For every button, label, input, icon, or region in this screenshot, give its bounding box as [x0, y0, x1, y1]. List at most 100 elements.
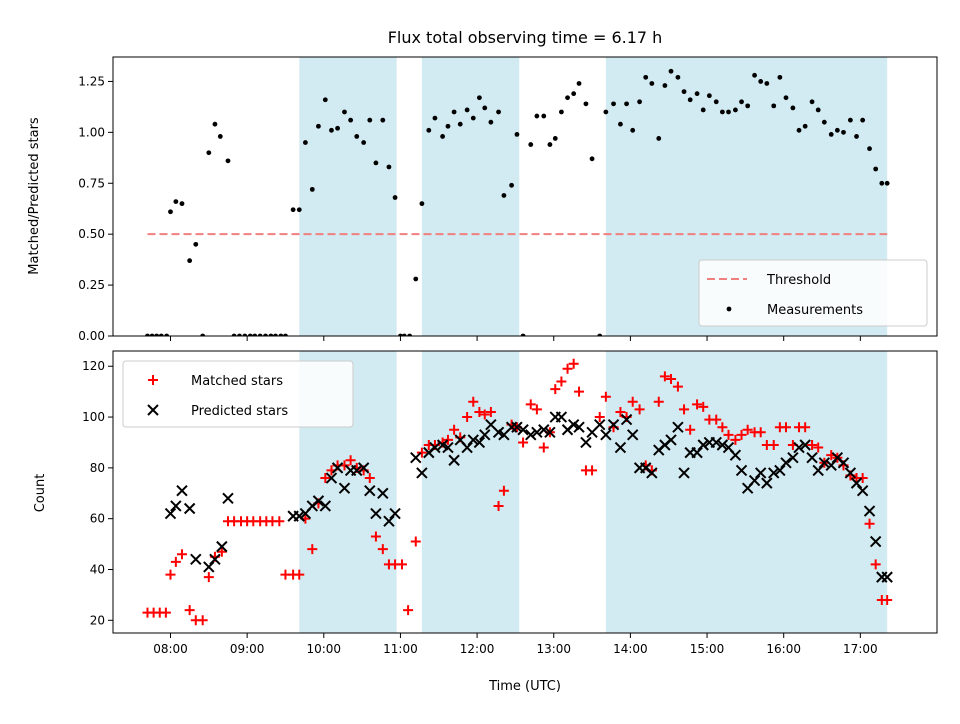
measurement-point — [413, 276, 419, 282]
legend-matched-swatch — [148, 375, 158, 385]
matched-star-mark — [485, 406, 496, 417]
predicted-star-mark — [164, 507, 177, 520]
measurement-point — [329, 127, 334, 133]
predicted-star-mark — [364, 485, 376, 497]
predicted-star-mark — [697, 439, 709, 451]
matched-star-mark — [498, 485, 509, 496]
measurement-point — [509, 182, 514, 188]
measurement-point — [745, 103, 751, 109]
predicted-star-mark — [672, 421, 684, 433]
measurement-point — [316, 123, 321, 129]
bottom-shaded-interval — [605, 351, 888, 633]
measurement-point — [200, 333, 206, 336]
matched-star-mark — [807, 440, 818, 450]
measurement-point — [457, 121, 463, 127]
top-y-tick-label: 0.50 — [78, 227, 105, 241]
predicted-star-mark — [377, 487, 389, 499]
measurement-point — [611, 101, 616, 107]
matched-star-mark — [370, 531, 381, 542]
measurement-point — [464, 107, 470, 113]
measurement-point — [541, 113, 547, 119]
matched-star-mark — [493, 500, 504, 511]
predicted-star-mark — [203, 561, 215, 573]
measurement-point — [432, 115, 438, 121]
matched-star-mark — [800, 422, 811, 433]
measurement-point — [597, 333, 603, 336]
matched-star-mark — [692, 399, 703, 410]
measurement-point — [681, 89, 687, 95]
matched-star-mark — [768, 440, 779, 450]
measurement-point — [398, 333, 403, 336]
predicted-star-mark — [473, 436, 486, 449]
matched-star-mark — [666, 373, 677, 384]
predicted-star-mark — [768, 467, 780, 479]
predicted-star-mark — [461, 441, 473, 454]
predicted-star-mark — [716, 439, 729, 451]
measurement-point — [618, 121, 623, 127]
matched-star-mark — [672, 381, 683, 392]
x-axis-label: Time (UTC) — [488, 679, 561, 694]
bottom-legend-box — [122, 360, 354, 428]
measurement-point — [603, 109, 609, 115]
measurement-point — [834, 127, 840, 133]
matched-star-mark — [160, 607, 171, 618]
predicted-star-mark — [338, 482, 351, 494]
measurement-point — [777, 74, 783, 80]
matched-star-mark — [742, 424, 753, 435]
measurement-point — [514, 131, 520, 137]
measurement-point — [589, 156, 595, 162]
matched-star-mark — [410, 536, 421, 547]
predicted-star-mark — [429, 441, 441, 454]
predicted-star-mark — [665, 434, 677, 446]
matched-star-mark — [449, 424, 460, 435]
measurement-point — [713, 99, 719, 105]
predicted-star-mark — [780, 457, 792, 469]
predicted-star-mark — [691, 446, 703, 459]
measurement-point — [451, 109, 457, 115]
predicted-star-mark — [319, 500, 332, 512]
measurement-point — [501, 193, 507, 198]
predicted-star-mark — [442, 441, 454, 454]
legend-label: Threshold — [766, 273, 831, 288]
matched-star-mark — [556, 376, 567, 387]
measurement-point — [386, 164, 392, 170]
matched-star-mark — [364, 473, 375, 484]
matched-star-mark — [531, 404, 542, 415]
measurement-point — [242, 333, 248, 336]
predicted-star-mark — [389, 507, 401, 520]
matched-star-mark — [562, 363, 573, 374]
top-data-layer — [145, 68, 890, 336]
bottom-y-tick-label: 40 — [90, 562, 105, 576]
top-y-tick-label: 1.25 — [78, 74, 105, 88]
measurement-point — [662, 83, 668, 88]
matched-star-mark — [711, 414, 722, 425]
matched-star-mark — [634, 404, 645, 415]
measurement-point — [733, 107, 738, 113]
matched-star-mark — [568, 358, 579, 369]
matched-star-mark — [755, 427, 766, 438]
matched-star-mark — [653, 396, 664, 407]
measurement-point — [367, 117, 373, 123]
matched-star-mark — [685, 424, 696, 435]
predicted-star-mark — [176, 485, 188, 497]
measurement-point — [342, 109, 347, 115]
matched-star-mark — [717, 422, 728, 433]
predicted-star-mark — [678, 467, 690, 479]
matched-star-mark — [176, 549, 187, 560]
measurement-point — [309, 186, 315, 192]
matched-star-mark — [518, 437, 529, 448]
top-shaded-interval — [299, 57, 397, 336]
matched-star-mark — [474, 406, 485, 417]
predicted-star-mark — [729, 449, 742, 461]
matched-star-mark — [307, 544, 318, 555]
measurement-point — [445, 123, 451, 129]
bottom-x-tick-label: 13:00 — [536, 642, 571, 656]
matched-star-mark — [416, 447, 427, 458]
predicted-star-mark — [837, 457, 850, 469]
matched-star-mark — [468, 396, 479, 407]
measurement-point — [252, 333, 258, 336]
matched-star-mark — [479, 409, 490, 420]
predicted-star-mark — [844, 467, 857, 479]
matched-star-mark — [320, 473, 331, 484]
